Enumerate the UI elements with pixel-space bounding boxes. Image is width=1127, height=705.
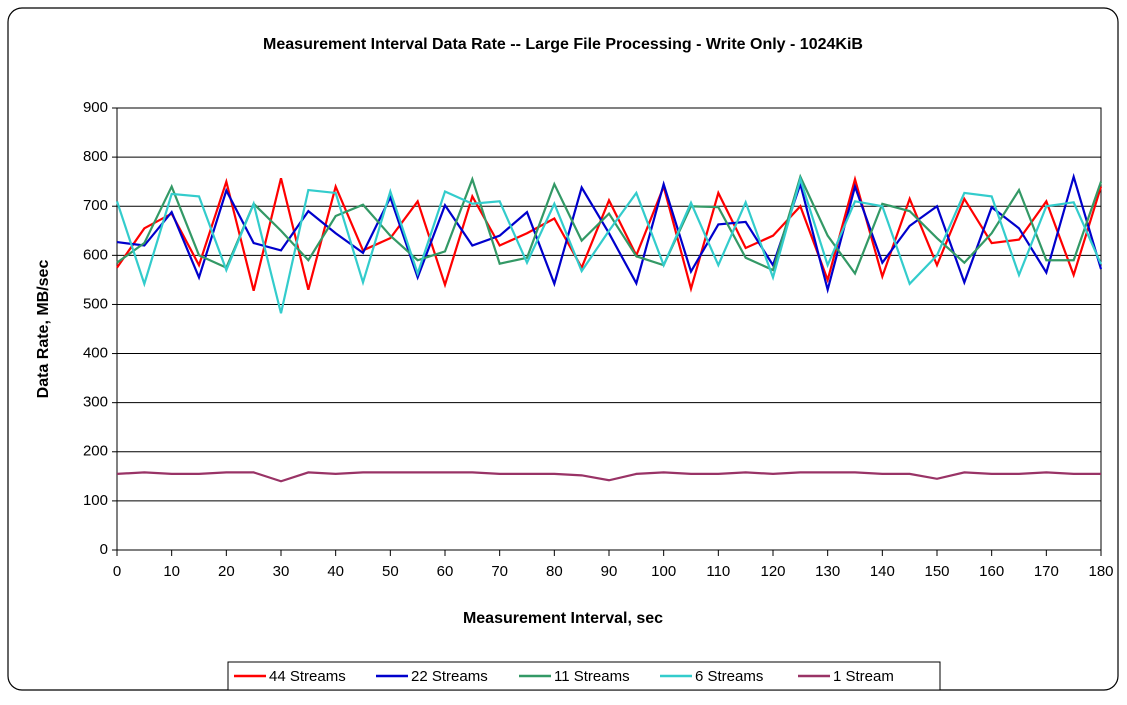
x-tick-label: 160 (979, 563, 1004, 580)
y-tick-label: 900 (83, 99, 108, 116)
x-axis-label: Measurement Interval, sec (463, 610, 663, 627)
series-line (116, 471, 1101, 483)
x-tick-label: 100 (651, 563, 676, 580)
x-tick-label: 50 (382, 563, 399, 580)
x-tick-label: 140 (870, 563, 895, 580)
x-tick-label: 90 (601, 563, 618, 580)
x-tick-label: 70 (491, 563, 508, 580)
y-tick-label: 600 (83, 246, 108, 263)
series-line (116, 175, 1103, 293)
legend-label: 44 Streams (269, 668, 346, 685)
legend-label: 22 Streams (411, 668, 488, 685)
x-tick-label: 20 (218, 563, 235, 580)
y-tick-label: 100 (83, 492, 108, 509)
x-tick-label: 150 (924, 563, 949, 580)
y-tick-label: 400 (83, 345, 108, 362)
x-tick-label: 10 (163, 563, 180, 580)
x-tick-label: 80 (546, 563, 563, 580)
chart-title: Measurement Interval Data Rate -- Large … (263, 36, 863, 53)
x-tick-label: 120 (760, 563, 785, 580)
x-tick-label: 130 (815, 563, 840, 580)
y-tick-label: 200 (83, 443, 108, 460)
y-tick-label: 800 (83, 148, 108, 165)
y-axis-label: Data Rate, MB/sec (35, 260, 52, 399)
legend-label: 11 Streams (554, 668, 630, 685)
x-tick-label: 180 (1088, 563, 1113, 580)
legend-label: 6 Streams (695, 668, 763, 685)
y-tick-label: 300 (83, 394, 108, 411)
plot-area (116, 107, 1102, 551)
series-line (116, 173, 1103, 276)
x-tick-label: 40 (327, 563, 344, 580)
x-tick-label: 110 (706, 563, 730, 580)
x-tick-label: 30 (273, 563, 290, 580)
legend-label: 1 Stream (833, 668, 894, 685)
x-tick-label: 0 (113, 563, 121, 580)
x-tick-label: 60 (437, 563, 454, 580)
y-tick-label: 700 (83, 197, 108, 214)
series-line (115, 175, 1103, 314)
y-tick-label: 500 (83, 295, 108, 312)
x-tick-label: 170 (1034, 563, 1059, 580)
y-tick-label: 0 (100, 541, 108, 558)
series-line (116, 172, 1103, 295)
